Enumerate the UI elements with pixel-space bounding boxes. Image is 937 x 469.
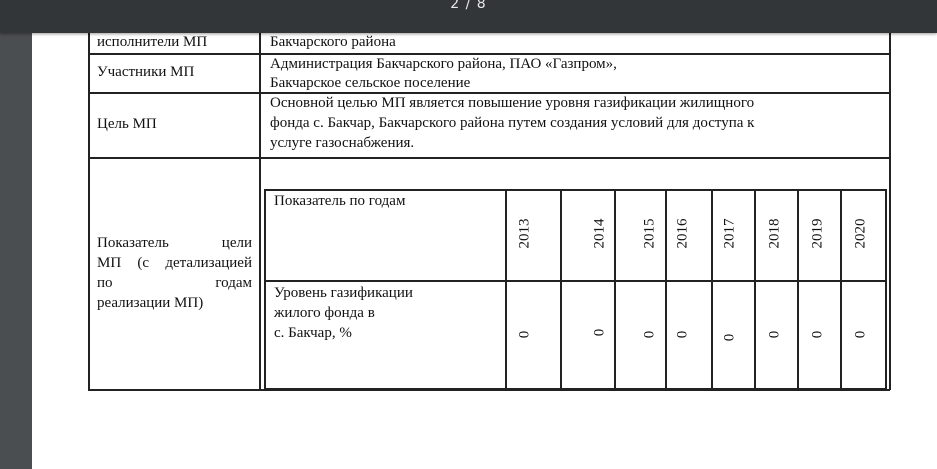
table-border: [889, 33, 891, 390]
row-value: Администрация Бакчарского района, ПАО «Г…: [270, 56, 617, 72]
row-label: реализации МП): [97, 295, 204, 311]
year-header: 2019: [809, 218, 826, 249]
table-border: [88, 33, 90, 390]
table-border: [88, 157, 890, 159]
table-border: [264, 189, 266, 389]
indicator-label: с. Бакчар, %: [274, 325, 352, 341]
viewer-background: [0, 0, 32, 469]
table-border: [264, 189, 887, 191]
indicator-value: 0: [516, 330, 533, 339]
row-value: Бакчарское сельское поселение: [270, 75, 471, 91]
row-label: Показатель цели: [97, 235, 252, 251]
year-header: 2013: [516, 218, 533, 249]
indicator-value: 0: [591, 328, 608, 337]
year-header: 2017: [721, 218, 738, 249]
row-label: Участники МП: [97, 64, 195, 80]
table-border: [88, 53, 890, 55]
indicator-label: жилого фонда в: [274, 305, 375, 321]
table-border: [88, 92, 890, 94]
row-label: по годам: [97, 275, 252, 291]
row-value: Бакчарского района: [270, 34, 396, 50]
row-label: Цель МП: [97, 116, 157, 132]
row-value: услуге газоснабжения.: [270, 135, 415, 151]
page-indicator: 2 / 8: [450, 0, 487, 12]
indicator-value: 0: [809, 330, 826, 339]
table-border: [711, 189, 713, 389]
year-header: 2020: [852, 218, 869, 249]
row-label: исполнители МП: [97, 34, 208, 50]
indicator-value: 0: [852, 330, 869, 339]
table-border: [560, 189, 562, 389]
year-header: 2015: [641, 218, 658, 249]
indicator-value: 0: [674, 330, 691, 339]
table-border: [259, 33, 261, 390]
indicator-value: 0: [766, 330, 783, 339]
row-value: Основной целью МП является повышение уро…: [270, 95, 755, 111]
table-border: [665, 189, 667, 389]
indicator-value: 0: [641, 330, 658, 339]
table-border: [885, 189, 887, 389]
viewer-toolbar: 2 / 8: [0, 0, 937, 33]
year-header: 2014: [591, 218, 608, 249]
row-value: фонда с. Бакчар, Бакчарского района путе…: [270, 115, 755, 131]
table-border: [505, 189, 507, 389]
year-header: 2018: [766, 218, 783, 249]
indicator-header: Показатель по годам: [274, 193, 406, 209]
table-border: [797, 189, 799, 389]
table-border: [754, 189, 756, 389]
table-border: [840, 189, 842, 389]
table-border: [614, 189, 616, 389]
indicator-value: 0: [721, 333, 738, 342]
year-header: 2016: [674, 218, 691, 249]
table-border: [264, 280, 887, 282]
document-page: [32, 0, 937, 469]
indicator-label: Уровень газификации: [274, 285, 413, 301]
table-border: [264, 388, 887, 390]
row-label: МП (с детализацией: [97, 255, 252, 271]
